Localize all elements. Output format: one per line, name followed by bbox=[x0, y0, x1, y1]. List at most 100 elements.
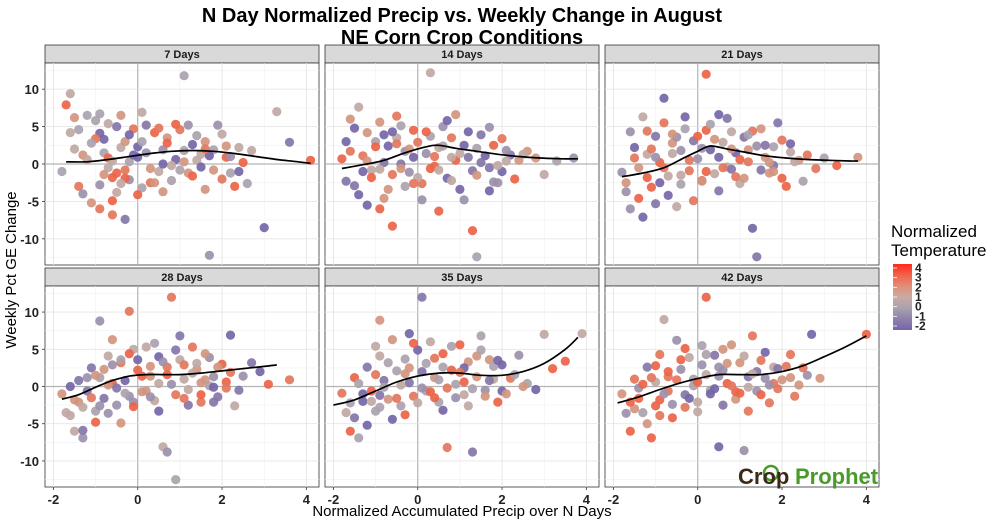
data-point bbox=[154, 378, 164, 389]
data-point bbox=[166, 160, 177, 171]
data-point bbox=[120, 214, 130, 224]
x-tick-label: 0 bbox=[134, 492, 141, 507]
data-point bbox=[459, 377, 469, 387]
data-point bbox=[396, 121, 406, 131]
data-point bbox=[154, 406, 164, 416]
data-point bbox=[646, 433, 657, 443]
data-point bbox=[200, 184, 210, 194]
data-point bbox=[162, 447, 172, 457]
data-point bbox=[442, 116, 452, 126]
data-point bbox=[200, 349, 210, 359]
data-point bbox=[247, 145, 257, 156]
data-point bbox=[137, 371, 147, 381]
data-point bbox=[688, 196, 699, 206]
data-point bbox=[735, 388, 745, 398]
data-point bbox=[171, 475, 181, 485]
logo-leaf-icon bbox=[762, 464, 780, 482]
data-point bbox=[438, 362, 448, 372]
data-point bbox=[74, 375, 84, 386]
data-point bbox=[183, 400, 193, 410]
data-point bbox=[209, 165, 219, 175]
data-point bbox=[154, 123, 164, 133]
data-point bbox=[705, 145, 716, 155]
data-point bbox=[400, 181, 410, 191]
chart-title-line1: N Day Normalized Precip vs. Weekly Chang… bbox=[202, 5, 722, 27]
data-point bbox=[760, 140, 770, 150]
data-point bbox=[752, 252, 762, 262]
data-point bbox=[425, 68, 435, 78]
data-point bbox=[396, 380, 406, 390]
data-point bbox=[735, 154, 745, 165]
data-point bbox=[204, 250, 214, 260]
data-point bbox=[408, 178, 419, 189]
data-point bbox=[362, 128, 372, 138]
data-point bbox=[756, 165, 766, 175]
data-point bbox=[651, 401, 661, 411]
data-point bbox=[467, 384, 478, 394]
data-point bbox=[375, 402, 385, 412]
data-point bbox=[166, 379, 177, 389]
data-point bbox=[421, 148, 431, 159]
data-point bbox=[484, 163, 494, 173]
data-point bbox=[171, 345, 181, 355]
data-point bbox=[247, 358, 257, 368]
data-point bbox=[790, 391, 800, 401]
data-point bbox=[430, 393, 440, 403]
data-point bbox=[676, 355, 686, 365]
data-point bbox=[421, 358, 431, 368]
y-tick-label: -5 bbox=[27, 194, 39, 209]
legend-tick-label: 0 bbox=[915, 300, 922, 314]
data-point bbox=[345, 146, 355, 156]
data-point bbox=[752, 141, 762, 151]
data-point bbox=[743, 382, 753, 392]
data-point bbox=[65, 410, 75, 421]
facet-panel: 28 Days -10 -5 0 5 10 -2 0 2 4 bbox=[20, 267, 320, 507]
data-point bbox=[501, 145, 511, 156]
data-point bbox=[387, 414, 397, 424]
data-point bbox=[112, 383, 122, 393]
data-point bbox=[773, 364, 783, 374]
data-point bbox=[785, 373, 796, 383]
data-point bbox=[417, 292, 427, 302]
data-point bbox=[349, 123, 360, 133]
data-point bbox=[451, 379, 461, 389]
data-point bbox=[116, 355, 126, 365]
x-tick-label: 2 bbox=[218, 492, 225, 507]
y-tick-label: 5 bbox=[32, 120, 39, 135]
data-point bbox=[684, 166, 694, 176]
data-point bbox=[137, 107, 147, 117]
data-point bbox=[621, 178, 631, 188]
data-point bbox=[383, 394, 393, 404]
data-point bbox=[124, 157, 134, 167]
facet-panels: 7 Days -10 -5 0 5 10 14 Days 21 Days 28 Days -10 -… bbox=[20, 44, 880, 507]
data-point bbox=[179, 393, 189, 403]
data-point bbox=[718, 137, 728, 147]
data-point bbox=[417, 367, 427, 377]
data-point bbox=[655, 178, 665, 188]
data-point bbox=[697, 341, 707, 351]
data-point bbox=[124, 349, 134, 359]
data-point bbox=[200, 137, 210, 147]
data-point bbox=[387, 335, 397, 345]
y-tick-label: 0 bbox=[32, 157, 39, 172]
data-point bbox=[714, 371, 724, 381]
data-point bbox=[204, 151, 214, 161]
data-point bbox=[392, 139, 402, 149]
data-point bbox=[693, 154, 703, 164]
data-point bbox=[234, 385, 244, 395]
data-point bbox=[387, 221, 397, 231]
data-point bbox=[112, 400, 122, 410]
data-point bbox=[442, 442, 452, 453]
data-point bbox=[638, 112, 648, 122]
data-point bbox=[638, 379, 648, 389]
data-point bbox=[272, 107, 282, 117]
data-point bbox=[413, 345, 423, 355]
data-point bbox=[78, 402, 88, 412]
data-point bbox=[145, 361, 155, 371]
data-point bbox=[710, 134, 720, 144]
data-point bbox=[446, 133, 457, 143]
data-point bbox=[718, 400, 728, 410]
data-point bbox=[255, 367, 265, 377]
y-tick-label: -10 bbox=[20, 454, 39, 469]
x-tick-label: 0 bbox=[414, 492, 421, 507]
